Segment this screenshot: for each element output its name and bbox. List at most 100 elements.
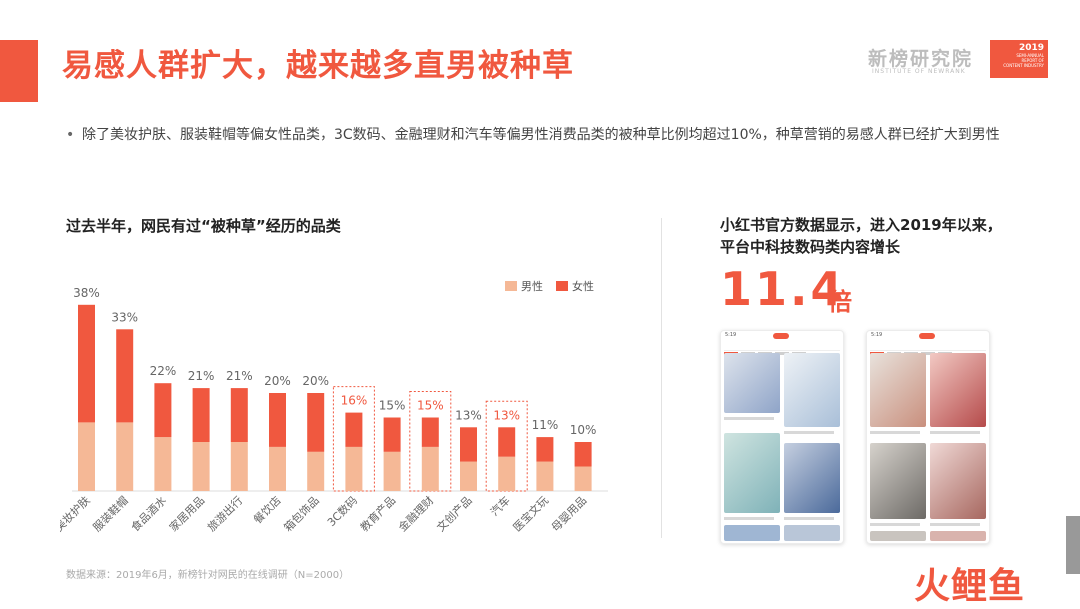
bar-male bbox=[192, 442, 210, 491]
data-label: 20% bbox=[264, 374, 291, 388]
bar-male bbox=[421, 446, 439, 491]
category-tick-label: 金融理财 bbox=[395, 493, 436, 534]
bar-male bbox=[574, 466, 592, 491]
data-label: 21% bbox=[226, 369, 253, 383]
bar-female bbox=[116, 329, 134, 423]
data-label: 38% bbox=[73, 286, 100, 300]
category-tick-label: 文创产品 bbox=[434, 493, 475, 534]
category-tick-label: 医宝文玩 bbox=[510, 493, 551, 534]
bar-male bbox=[498, 456, 516, 491]
bar-male bbox=[230, 442, 248, 491]
bar-male bbox=[460, 461, 477, 491]
category-tick-label: 餐饮店 bbox=[250, 493, 283, 526]
bar-male bbox=[383, 451, 401, 491]
bar-male bbox=[78, 422, 95, 491]
category-tick-label: 家居用品 bbox=[166, 493, 207, 534]
category-bar-chart: 男性 女性 38% 美妆护肤 33% 服装鞋帽 22% 食品酒水 21% 家居用品 21% 旅游出行… bbox=[52, 262, 620, 558]
phone-tab-bar bbox=[724, 340, 840, 355]
bullet-text: 除了美妆护肤、服装鞋帽等偏女性品类，3C数码、金融理财和汽车等偏男性消费品类的被… bbox=[82, 127, 1000, 143]
feed-image bbox=[784, 443, 840, 513]
feed-image bbox=[724, 525, 780, 541]
data-label: 16% bbox=[341, 394, 368, 408]
report-badge: 2019 SEMI-ANNUAL REPORT OF CONTENT INDUS… bbox=[990, 40, 1048, 78]
bar-female bbox=[154, 383, 172, 438]
feed-caption bbox=[930, 431, 980, 434]
category-tick-label: 汽车 bbox=[487, 493, 512, 518]
feed-image bbox=[930, 531, 986, 541]
chart-svg: 男性 女性 38% 美妆护肤 33% 服装鞋帽 22% 食品酒水 21% 家居用品 21% 旅游出行… bbox=[52, 279, 608, 534]
data-label: 15% bbox=[379, 399, 406, 413]
highlight-box bbox=[485, 400, 528, 492]
bar-female bbox=[345, 412, 363, 447]
bar-female bbox=[269, 393, 286, 447]
bar-male bbox=[307, 451, 325, 491]
feed-caption bbox=[724, 417, 774, 420]
stat-heading-line: 小红书官方数据显示，进入2019年以来， bbox=[720, 216, 1002, 234]
category-tick-label: 旅游出行 bbox=[204, 493, 245, 534]
data-label: 10% bbox=[570, 423, 597, 437]
bar-female bbox=[460, 427, 477, 462]
bar-female bbox=[536, 437, 554, 462]
badge-year: 2019 bbox=[1018, 43, 1044, 53]
category-tick-label: 服装鞋帽 bbox=[90, 493, 131, 534]
section-divider bbox=[661, 218, 662, 538]
phone-screenshot: 5:19 bbox=[720, 330, 844, 544]
feed-image bbox=[724, 353, 780, 413]
badge-line: CONTENT INDUSTRY bbox=[1003, 63, 1044, 68]
growth-number: 11.4 bbox=[720, 262, 846, 316]
feed-caption bbox=[724, 517, 774, 520]
brand-logo-subtitle: INSTITUTE OF NEWRANK bbox=[872, 68, 966, 75]
data-label: 15% bbox=[417, 399, 444, 413]
footer-logo: 火鲤鱼 bbox=[914, 566, 1026, 607]
bar-male bbox=[269, 446, 286, 491]
brand-logo: 新榜研究院 bbox=[868, 48, 974, 70]
category-tick-label: 箱包饰品 bbox=[281, 493, 322, 534]
phone-app-pill bbox=[919, 333, 935, 339]
data-label: 33% bbox=[111, 310, 138, 324]
bar-male bbox=[116, 422, 134, 491]
data-label: 13% bbox=[493, 408, 520, 422]
page-number-tab bbox=[1066, 516, 1080, 574]
category-tick-label: 美妆护肤 bbox=[60, 493, 93, 534]
bar-male bbox=[536, 461, 554, 491]
summary-bullet: • 除了美妆护肤、服装鞋帽等偏女性品类，3C数码、金融理财和汽车等偏男性消费品类… bbox=[66, 124, 1031, 147]
bar-female bbox=[574, 442, 592, 467]
feed-image bbox=[724, 433, 780, 513]
phone-app-pill bbox=[773, 333, 789, 339]
category-tick-label: 母婴用品 bbox=[549, 494, 589, 534]
bar-female bbox=[421, 417, 439, 447]
stat-heading: 小红书官方数据显示，进入2019年以来， 平台中科技数码类内容增长 bbox=[720, 214, 1040, 258]
feed-caption bbox=[784, 517, 834, 520]
badge-line: SEMI-ANNUAL bbox=[1016, 53, 1044, 58]
feed-image bbox=[870, 531, 926, 541]
title-accent-bar bbox=[0, 40, 38, 102]
chart-legend: 男性 女性 bbox=[505, 279, 594, 293]
phone-status-time: 5:19 bbox=[725, 332, 737, 338]
bar-female bbox=[230, 388, 248, 442]
bar-female bbox=[498, 427, 516, 457]
feed-caption bbox=[870, 431, 920, 434]
legend-label: 男性 bbox=[521, 279, 543, 293]
feed-caption bbox=[870, 523, 920, 526]
badge-line: REPORT OF bbox=[1021, 58, 1044, 63]
data-label: 11% bbox=[532, 418, 559, 432]
legend-label: 女性 bbox=[572, 279, 594, 293]
growth-unit: 倍 bbox=[828, 288, 852, 316]
category-tick-label: 教育产品 bbox=[357, 493, 398, 534]
bar-female bbox=[78, 304, 95, 423]
feed-caption bbox=[930, 523, 980, 526]
chart-heading: 过去半年，网民有过“被种草”经历的品类 bbox=[66, 217, 341, 235]
data-source-note: 数据来源：2019年6月，新榜针对网民的在线调研（N=2000） bbox=[66, 570, 350, 581]
feed-image bbox=[784, 525, 840, 541]
bullet-marker: • bbox=[66, 127, 75, 143]
feed-image bbox=[784, 353, 840, 427]
phone-tab-bar bbox=[870, 340, 986, 355]
phone-screenshot: 5:19 bbox=[866, 330, 990, 544]
data-label: 21% bbox=[188, 369, 215, 383]
phone-status-time: 5:19 bbox=[871, 332, 883, 338]
page-title: 易感人群扩大，越来越多直男被种草 bbox=[62, 48, 574, 84]
phone-feed-grid bbox=[870, 353, 986, 541]
category-tick-label: 食品酒水 bbox=[128, 493, 169, 534]
feed-image bbox=[930, 443, 986, 519]
bar-female bbox=[307, 393, 325, 452]
